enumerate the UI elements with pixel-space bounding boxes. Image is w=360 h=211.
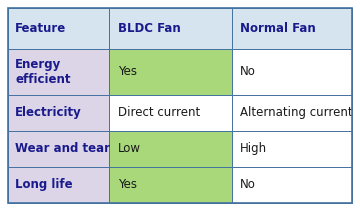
Bar: [109, 8, 231, 49]
Bar: [109, 95, 231, 131]
Text: Alternating current: Alternating current: [240, 106, 353, 119]
Bar: [8, 167, 109, 203]
Text: Direct current: Direct current: [118, 106, 200, 119]
Text: Normal Fan: Normal Fan: [240, 22, 316, 35]
Bar: [231, 49, 352, 95]
Bar: [231, 95, 352, 131]
Text: No: No: [240, 65, 256, 78]
Text: BLDC Fan: BLDC Fan: [118, 22, 181, 35]
Bar: [231, 8, 352, 49]
Text: Yes: Yes: [118, 65, 137, 78]
Text: Wear and tear: Wear and tear: [15, 142, 110, 155]
Bar: [8, 131, 109, 167]
Bar: [8, 49, 109, 95]
Text: Energy
efficient: Energy efficient: [15, 58, 71, 85]
Bar: [109, 167, 231, 203]
Bar: [109, 49, 231, 95]
Bar: [109, 131, 231, 167]
Bar: [8, 8, 109, 49]
Bar: [231, 131, 352, 167]
Text: No: No: [240, 179, 256, 191]
Text: Yes: Yes: [118, 179, 137, 191]
Bar: [8, 95, 109, 131]
Text: Long life: Long life: [15, 179, 73, 191]
Text: Feature: Feature: [15, 22, 66, 35]
Text: Low: Low: [118, 142, 141, 155]
Bar: [231, 167, 352, 203]
Text: High: High: [240, 142, 267, 155]
Text: Electricity: Electricity: [15, 106, 82, 119]
